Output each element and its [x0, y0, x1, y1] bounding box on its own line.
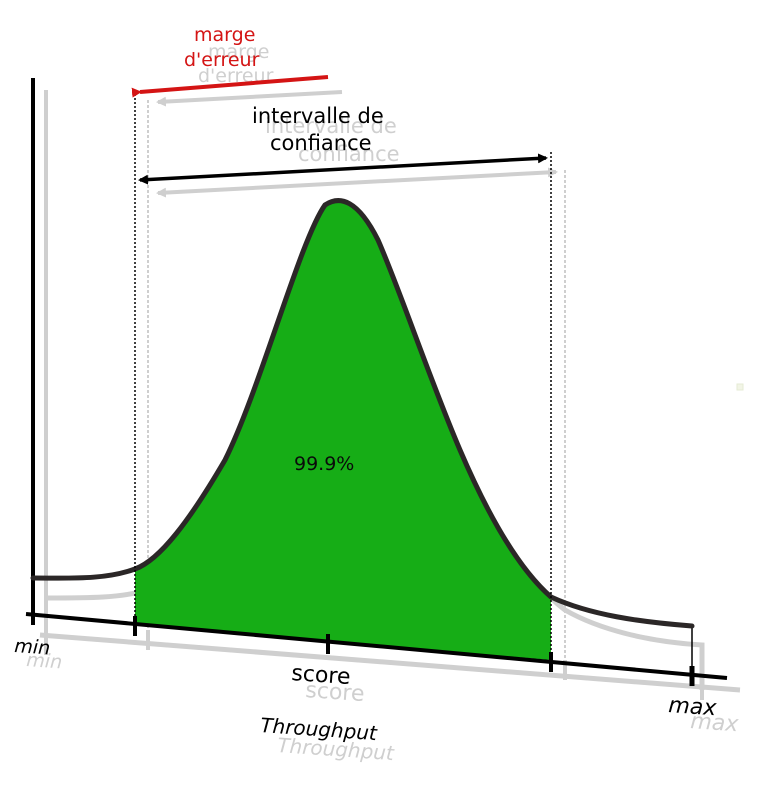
x-axis — [25, 612, 728, 680]
svg-text:score: score — [305, 678, 366, 707]
svg-text:max: max — [690, 709, 741, 737]
axis-min-label: min — [14, 635, 51, 659]
confidence-interval-arrow — [138, 153, 548, 185]
margin-of-error-arrow — [131, 75, 329, 98]
margin-of-error-label-line2: d'erreur — [184, 49, 260, 71]
svg-text:min: min — [26, 649, 63, 673]
confidence-interval-label-line2: confiance — [270, 131, 372, 155]
margin-of-error-label-line1: marge — [194, 24, 255, 46]
svg-text:marge: marge — [208, 41, 269, 63]
area-percentage-label: 99.9% — [294, 453, 354, 475]
distribution-curve — [30, 198, 695, 629]
confidence-interval-label-line1: intervalle de — [252, 104, 384, 128]
svg-text:intervalle de: intervalle de — [265, 114, 397, 138]
axis-max-label: max — [668, 693, 719, 721]
faint-square-artifact — [736, 383, 744, 391]
confidence-area-fill — [135, 200, 551, 660]
axis-score-label: score — [291, 661, 352, 690]
